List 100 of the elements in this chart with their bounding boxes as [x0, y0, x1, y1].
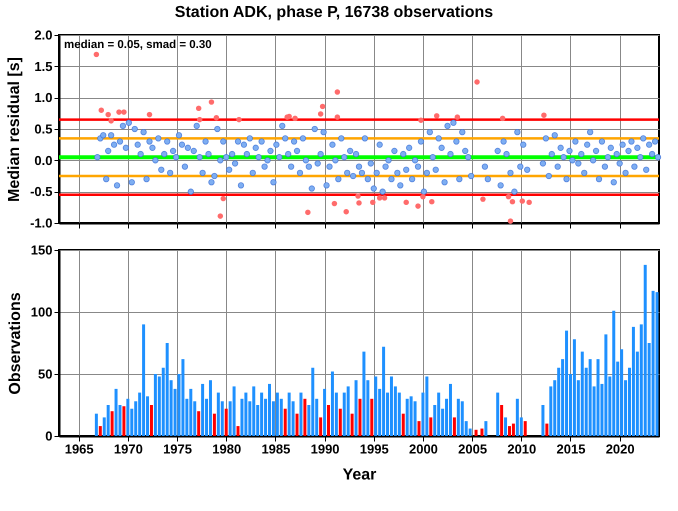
bar: [362, 352, 366, 436]
point: [116, 109, 122, 115]
point: [520, 198, 526, 204]
point: [356, 200, 362, 206]
point: [98, 107, 104, 113]
bar: [484, 421, 488, 436]
point: [506, 194, 512, 200]
point: [146, 112, 152, 118]
point: [94, 52, 100, 58]
bar: [425, 376, 428, 436]
x-tick-label: 1970: [114, 442, 143, 456]
point: [214, 114, 220, 120]
bar: [276, 392, 279, 436]
bar: [382, 346, 386, 436]
point: [370, 200, 376, 206]
y-tick-label: 1.0: [34, 90, 52, 106]
point: [236, 116, 242, 122]
y-tick-label: 0.0: [34, 152, 52, 168]
bar: [541, 405, 544, 436]
y-tick-label: 2.0: [34, 28, 52, 42]
bar: [429, 417, 432, 436]
bar: [500, 405, 504, 436]
bar: [260, 392, 264, 436]
y-tick-label: -0.5: [30, 184, 52, 200]
y-tick-label: 1.5: [34, 58, 52, 74]
bar: [311, 368, 314, 436]
y-tick-label: 0.5: [34, 122, 52, 136]
point: [376, 195, 382, 201]
bar: [512, 424, 515, 436]
bar: [588, 359, 592, 436]
bar: [346, 386, 350, 436]
bar: [410, 396, 413, 436]
point: [218, 213, 224, 219]
x-tick-label: 1990: [310, 442, 340, 456]
point: [196, 106, 202, 112]
bar: [201, 384, 204, 436]
point: [220, 196, 226, 202]
bar: [288, 392, 291, 436]
bar: [236, 426, 240, 436]
y-tick-label: 150: [30, 242, 52, 258]
point: [418, 117, 424, 123]
point: [510, 198, 516, 204]
y-tick-label: 0: [45, 428, 52, 444]
bar: [252, 386, 256, 436]
bar: [319, 417, 322, 436]
bar: [402, 414, 405, 436]
x-tick-label: 1985: [261, 442, 290, 456]
chart-title: Station ADK, phase P, 16738 observations: [174, 4, 494, 21]
bar: [154, 374, 157, 436]
y-axis-title: Median residual [s]: [6, 57, 24, 202]
x-axis-title: Year: [342, 466, 376, 484]
point: [332, 200, 338, 206]
bar: [296, 414, 299, 436]
bar: [208, 380, 212, 436]
bar: [632, 326, 635, 436]
point: [343, 208, 349, 214]
bar: [652, 290, 655, 436]
bar: [244, 392, 248, 436]
bar: [98, 426, 102, 436]
bar: [166, 343, 169, 436]
point: [292, 116, 298, 122]
bar: [299, 392, 302, 436]
bar: [327, 405, 330, 436]
bar: [374, 376, 378, 436]
bar: [565, 330, 568, 436]
x-tick-label: 2000: [408, 442, 438, 456]
bar: [106, 405, 110, 436]
bar: [370, 398, 374, 436]
bar: [330, 372, 334, 436]
bar: [580, 352, 584, 436]
x-tick-label: 2015: [556, 442, 586, 456]
bar: [142, 324, 146, 436]
x-tick-label: 1975: [163, 442, 192, 456]
bar: [418, 421, 420, 436]
point: [474, 79, 480, 85]
bar: [604, 334, 608, 436]
bar: [508, 426, 511, 436]
x-tick-label: 1965: [64, 442, 94, 456]
bar: [232, 386, 236, 436]
point: [305, 210, 311, 216]
point: [105, 112, 111, 118]
y-axis-title: Observations: [6, 292, 24, 395]
bar: [524, 421, 527, 436]
point: [318, 111, 324, 117]
bar: [354, 380, 358, 436]
x-tick-label: 2020: [606, 442, 635, 456]
x-tick-label: 1995: [360, 442, 389, 456]
bar: [122, 406, 126, 436]
point: [541, 112, 547, 118]
bar: [612, 310, 616, 436]
point: [434, 113, 440, 119]
point: [429, 198, 435, 204]
point: [355, 193, 361, 199]
bar: [94, 414, 98, 436]
point: [196, 116, 202, 122]
bar: [268, 384, 271, 436]
bar: [338, 408, 342, 436]
point: [500, 116, 506, 122]
bar: [197, 411, 200, 436]
bar: [114, 388, 118, 436]
